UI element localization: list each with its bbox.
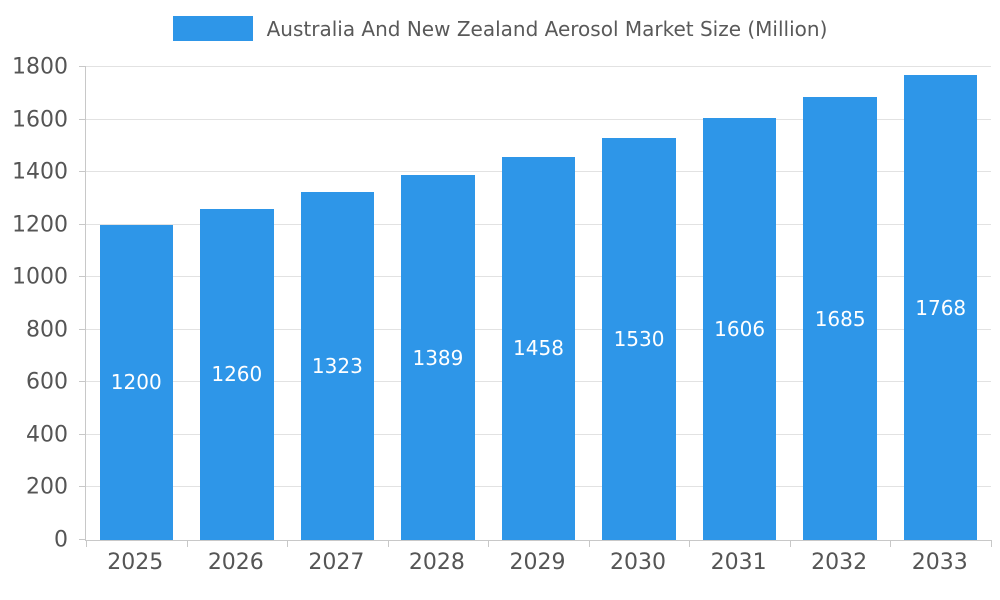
x-axis-tick	[488, 540, 490, 547]
y-axis-tick	[79, 433, 86, 435]
y-axis-tick	[79, 276, 86, 278]
chart-title: Australia And New Zealand Aerosol Market…	[266, 16, 828, 41]
x-tick-label: 2030	[610, 550, 667, 575]
x-tick-label: 2029	[509, 550, 566, 575]
x-axis-tick	[789, 540, 791, 547]
y-axis-tick	[79, 381, 86, 383]
gridline	[86, 66, 991, 67]
y-tick-label: 1200	[12, 212, 68, 238]
x-axis-labels: 2025 2026 2027 2028 2029 2030 2031 2032 2033	[85, 550, 990, 582]
bar[interactable]: 1530	[602, 137, 676, 540]
bar-value-label: 1260	[211, 362, 263, 387]
x-axis-tick	[588, 540, 590, 547]
y-axis-labels: 0 200 400 600 800 1000 1200 1400 1600 1800	[0, 55, 76, 553]
chart-legend: Australia And New Zealand Aerosol Market…	[0, 16, 1000, 41]
bar[interactable]: 1768	[904, 75, 978, 540]
x-tick-label: 2028	[408, 550, 465, 575]
x-axis-tick	[287, 540, 289, 547]
plot-area: 1200 1260 1323 1389 1458 1530 1606 1685 1768	[79, 66, 992, 547]
bar[interactable]: 1323	[300, 192, 375, 540]
y-tick-label: 0	[54, 527, 68, 553]
bar[interactable]: 1389	[401, 175, 475, 540]
x-tick-label: 2031	[710, 550, 767, 575]
bar[interactable]: 1200	[99, 224, 173, 540]
y-axis-tick	[79, 118, 86, 120]
y-tick-label: 1400	[12, 159, 68, 185]
x-axis-tick	[186, 540, 188, 547]
bar-value-label: 1606	[714, 316, 766, 341]
x-tick-label: 2033	[911, 550, 968, 575]
y-tick-label: 600	[26, 369, 68, 395]
bar-value-label: 1458	[513, 336, 564, 361]
legend-swatch[interactable]	[172, 16, 253, 41]
x-tick-label: 2027	[308, 550, 365, 575]
bar-value-label: 1530	[613, 326, 665, 351]
y-tick-label: 200	[26, 474, 68, 500]
y-axis-tick	[79, 171, 86, 173]
y-tick-label: 1000	[12, 264, 68, 290]
x-tick-label: 2025	[107, 550, 164, 575]
bar[interactable]: 1458	[501, 156, 576, 540]
y-tick-label: 800	[26, 317, 68, 343]
x-tick-label: 2032	[811, 550, 868, 575]
x-axis-tick	[991, 540, 992, 547]
bar-value-label: 1323	[311, 354, 363, 379]
bar[interactable]: 1260	[200, 208, 274, 540]
y-axis-tick	[79, 66, 86, 67]
y-tick-label: 400	[26, 422, 68, 448]
x-tick-label: 2026	[207, 550, 264, 575]
bar[interactable]: 1606	[702, 117, 777, 540]
bar[interactable]: 1685	[803, 97, 877, 540]
bar-value-label: 1685	[814, 306, 866, 331]
y-axis-tick	[79, 328, 86, 330]
bar-value-label: 1200	[110, 370, 162, 395]
x-axis-tick	[387, 540, 389, 547]
x-axis-tick	[689, 540, 691, 547]
y-axis-tick	[79, 223, 86, 225]
y-axis-tick	[79, 539, 86, 540]
bar-value-label: 1389	[412, 345, 464, 370]
y-tick-label: 1800	[12, 54, 68, 80]
x-axis-tick	[86, 540, 87, 547]
gridline	[86, 118, 991, 120]
x-axis-tick	[890, 540, 892, 547]
y-tick-label: 1600	[12, 107, 68, 133]
bar-value-label: 1768	[915, 295, 967, 320]
y-axis-tick	[79, 486, 86, 488]
